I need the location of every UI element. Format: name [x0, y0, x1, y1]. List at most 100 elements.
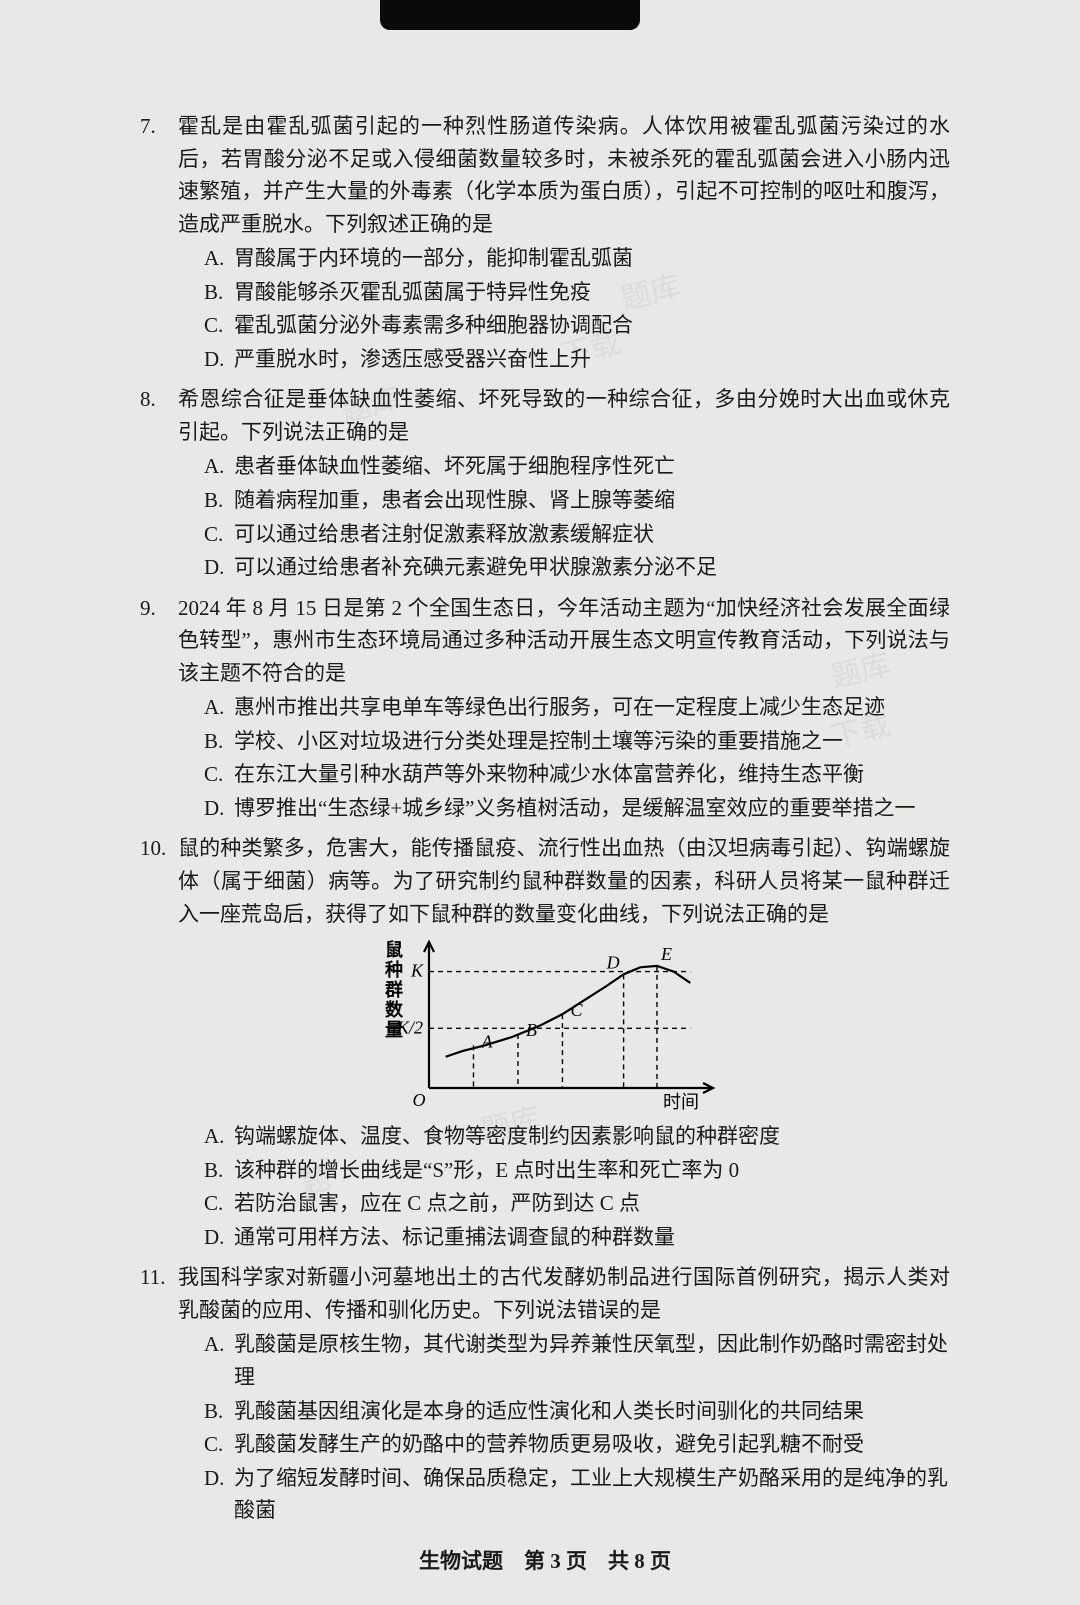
option: B. 随着病程加重，患者会出现性腺、肾上腺等萎缩: [204, 484, 950, 517]
y-axis-label-char: 量: [385, 1019, 403, 1040]
chart-point-label: D: [606, 953, 620, 973]
question-text: 鼠的种类繁多，危害大，能传播鼠疫、流行性出血热（由汉坦病毒引起）、钩端螺旋体（属…: [178, 832, 950, 930]
option-label: D.: [204, 1221, 224, 1254]
option-text: 胃酸能够杀灭霍乱弧菌属于特异性免疫: [234, 280, 591, 304]
option-label: D.: [204, 551, 224, 584]
question-number: 9.: [140, 592, 156, 625]
chart-point-label: B: [526, 1020, 537, 1040]
exam-page: 7. 霍乱是由霍乱弧菌引起的一种烈性肠道传染病。人体饮用被霍乱弧菌污染过的水后，若…: [0, 0, 1080, 1605]
option-text: 在东江大量引种水葫芦等外来物种减少水体富营养化，维持生态平衡: [234, 762, 864, 786]
chart-point-label: C: [570, 1000, 583, 1020]
question: 8. 希恩综合征是垂体缺血性萎缩、坏死导致的一种综合征，多由分娩时大出血或休克引起…: [140, 383, 950, 583]
question: 9. 2024 年 8 月 15 日是第 2 个全国生态日，今年活动主题为“加快经…: [140, 592, 950, 825]
option-text: 随着病程加重，患者会出现性腺、肾上腺等萎缩: [234, 488, 675, 512]
question-number: 8.: [140, 383, 156, 416]
option: D. 通常可用样方法、标记重捕法调查鼠的种群数量: [204, 1221, 950, 1254]
option-text: 胃酸属于内环境的一部分，能抑制霍乱弧菌: [234, 246, 633, 270]
chart-point-label: A: [480, 1032, 493, 1052]
option-label: C.: [204, 1428, 223, 1461]
page-footer: 生物试题 第 3 页 共 8 页: [140, 1545, 950, 1578]
option-text: 惠州市推出共享电单车等绿色出行服务，可在一定程度上减少生态足迹: [234, 695, 885, 719]
option-label: C.: [204, 758, 223, 791]
chart-point-label: E: [660, 944, 672, 964]
option: D. 为了缩短发酵时间、确保品质稳定，工业上大规模生产奶酪采用的是纯净的乳酸菌: [204, 1462, 950, 1527]
option-text: 该种群的增长曲线是“S”形，E 点时出生率和死亡率为 0: [234, 1158, 739, 1182]
option: A. 钩端螺旋体、温度、食物等密度制约因素影响鼠的种群密度: [204, 1120, 950, 1153]
option-text: 霍乱弧菌分泌外毒素需多种细胞器协调配合: [234, 313, 633, 337]
option-label: B.: [204, 725, 223, 758]
question-text: 霍乱是由霍乱弧菌引起的一种烈性肠道传染病。人体饮用被霍乱弧菌污染过的水后，若胃酸…: [178, 110, 950, 240]
options-list: A. 惠州市推出共享电单车等绿色出行服务，可在一定程度上减少生态足迹 B. 学校、小区…: [140, 691, 950, 824]
option: C.可以通过给患者注射促激素释放激素缓解症状: [204, 518, 950, 551]
scanner-top-band: [380, 0, 640, 30]
chart-container: KK/2ABCDEO时间鼠种群数量: [140, 936, 950, 1116]
options-list: A. 患者垂体缺血性萎缩、坏死属于细胞程序性死亡 B. 随着病程加重，患者会出现性腺、…: [140, 450, 950, 583]
y-axis-label-char: 鼠: [385, 939, 403, 960]
option: A. 惠州市推出共享电单车等绿色出行服务，可在一定程度上减少生态足迹: [204, 691, 950, 724]
question: 10. 鼠的种类繁多，危害大，能传播鼠疫、流行性出血热（由汉坦病毒引起）、钩端螺旋…: [140, 832, 950, 1253]
option: B. 该种群的增长曲线是“S”形，E 点时出生率和死亡率为 0: [204, 1154, 950, 1187]
option-label: B.: [204, 1154, 223, 1187]
questions-container: 7. 霍乱是由霍乱弧菌引起的一种烈性肠道传染病。人体饮用被霍乱弧菌污染过的水后，若…: [140, 110, 950, 1527]
question-text: 2024 年 8 月 15 日是第 2 个全国生态日，今年活动主题为“加快经济社…: [178, 592, 950, 690]
option-label: B.: [204, 276, 223, 309]
option-label: D.: [204, 792, 224, 825]
option: C. 若防治鼠害，应在 C 点之前，严防到达 C 点: [204, 1187, 950, 1220]
option-text: 患者垂体缺血性萎缩、坏死属于细胞程序性死亡: [234, 454, 675, 478]
question-stem: 8. 希恩综合征是垂体缺血性萎缩、坏死导致的一种综合征，多由分娩时大出血或休克引起…: [140, 383, 950, 448]
question-text: 我国科学家对新疆小河墓地出土的古代发酵奶制品进行国际首例研究，揭示人类对乳酸菌的…: [178, 1261, 950, 1326]
option-label: D.: [204, 343, 224, 376]
option-text: 钩端螺旋体、温度、食物等密度制约因素影响鼠的种群密度: [234, 1124, 780, 1148]
y-axis-label-char: 种: [384, 959, 403, 980]
option: B. 胃酸能够杀灭霍乱弧菌属于特异性免疫: [204, 276, 950, 309]
option-text: 为了缩短发酵时间、确保品质稳定，工业上大规模生产奶酪采用的是纯净的乳酸菌: [234, 1466, 948, 1523]
option-label: C.: [204, 1187, 223, 1220]
option: D.可以通过给患者补充碘元素避免甲状腺激素分泌不足: [204, 551, 950, 584]
option: A. 乳酸菌是原核生物，其代谢类型为异养兼性厌氧型，因此制作奶酪时需密封处理: [204, 1328, 950, 1393]
option-label: B.: [204, 484, 223, 517]
y-tick-label: K: [410, 961, 424, 981]
options-list: A. 乳酸菌是原核生物，其代谢类型为异养兼性厌氧型，因此制作奶酪时需密封处理 B. 乳…: [140, 1328, 950, 1526]
option: C. 乳酸菌发酵生产的奶酪中的营养物质更易吸收，避免引起乳糖不耐受: [204, 1428, 950, 1461]
option-label: C.: [204, 309, 223, 342]
option-label: A.: [204, 450, 224, 483]
y-axis-label-char: 数: [385, 999, 404, 1020]
option: A. 患者垂体缺血性萎缩、坏死属于细胞程序性死亡: [204, 450, 950, 483]
option-label: A.: [204, 691, 224, 724]
option-label: A.: [204, 242, 224, 275]
question-number: 7.: [140, 110, 156, 143]
option-text: 乳酸菌是原核生物，其代谢类型为异养兼性厌氧型，因此制作奶酪时需密封处理: [234, 1332, 948, 1389]
option-text: 学校、小区对垃圾进行分类处理是控制土壤等污染的重要措施之一: [234, 729, 843, 753]
question-stem: 9. 2024 年 8 月 15 日是第 2 个全国生态日，今年活动主题为“加快经…: [140, 592, 950, 690]
option-label: B.: [204, 1395, 223, 1428]
option-text: 博罗推出“生态绿+城乡绿”义务植树活动，是缓解温室效应的重要举措之一: [234, 796, 915, 820]
option-label: A.: [204, 1120, 224, 1153]
options-list: A. 胃酸属于内环境的一部分，能抑制霍乱弧菌 B. 胃酸能够杀灭霍乱弧菌属于特异性免疫…: [140, 242, 950, 375]
origin-label: O: [413, 1090, 426, 1110]
question-stem: 11. 我国科学家对新疆小河墓地出土的古代发酵奶制品进行国际首例研究，揭示人类对乳…: [140, 1261, 950, 1326]
option: D. 严重脱水时，渗透压感受器兴奋性上升: [204, 343, 950, 376]
option-text: 通常可用样方法、标记重捕法调查鼠的种群数量: [234, 1225, 675, 1249]
question-number: 11.: [140, 1261, 165, 1294]
question-text: 希恩综合征是垂体缺血性萎缩、坏死导致的一种综合征，多由分娩时大出血或休克引起。下…: [178, 383, 950, 448]
y-axis-label-char: 群: [385, 979, 403, 1000]
question-number: 10.: [140, 832, 166, 865]
option: C. 在东江大量引种水葫芦等外来物种减少水体富营养化，维持生态平衡: [204, 758, 950, 791]
question: 11. 我国科学家对新疆小河墓地出土的古代发酵奶制品进行国际首例研究，揭示人类对乳…: [140, 1261, 950, 1526]
option-text: 若防治鼠害，应在 C 点之前，严防到达 C 点: [234, 1191, 640, 1215]
option-label: D.: [204, 1462, 224, 1495]
options-list: A. 钩端螺旋体、温度、食物等密度制约因素影响鼠的种群密度 B. 该种群的增长曲线是“…: [140, 1120, 950, 1253]
question-stem: 7. 霍乱是由霍乱弧菌引起的一种烈性肠道传染病。人体饮用被霍乱弧菌污染过的水后，若…: [140, 110, 950, 240]
option-text: 严重脱水时，渗透压感受器兴奋性上升: [234, 347, 591, 371]
option-text: 乳酸菌发酵生产的奶酪中的营养物质更易吸收，避免引起乳糖不耐受: [234, 1432, 864, 1456]
question-stem: 10. 鼠的种类繁多，危害大，能传播鼠疫、流行性出血热（由汉坦病毒引起）、钩端螺旋…: [140, 832, 950, 930]
option-text: 乳酸菌基因组演化是本身的适应性演化和人类长时间驯化的共同结果: [234, 1399, 864, 1423]
option: C. 霍乱弧菌分泌外毒素需多种细胞器协调配合: [204, 309, 950, 342]
option: D. 博罗推出“生态绿+城乡绿”义务植树活动，是缓解温室效应的重要举措之一: [204, 792, 950, 825]
question: 7. 霍乱是由霍乱弧菌引起的一种烈性肠道传染病。人体饮用被霍乱弧菌污染过的水后，若…: [140, 110, 950, 375]
option: B. 乳酸菌基因组演化是本身的适应性演化和人类长时间驯化的共同结果: [204, 1395, 950, 1428]
option-label: A.: [204, 1328, 224, 1361]
population-chart: KK/2ABCDEO时间鼠种群数量: [365, 936, 725, 1116]
option: A. 胃酸属于内环境的一部分，能抑制霍乱弧菌: [204, 242, 950, 275]
option: B. 学校、小区对垃圾进行分类处理是控制土壤等污染的重要措施之一: [204, 725, 950, 758]
